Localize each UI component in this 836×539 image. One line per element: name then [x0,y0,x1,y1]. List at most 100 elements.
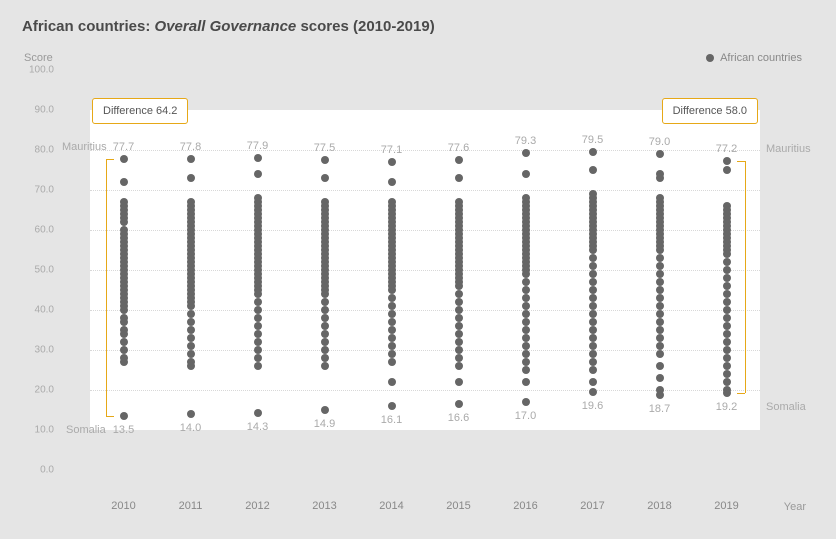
data-point [656,150,664,158]
data-point [656,302,664,310]
x-tick-label: 2018 [647,500,671,512]
data-point [321,322,329,330]
data-point [522,170,530,178]
top-value-label: 79.3 [515,135,536,147]
data-point [388,350,396,358]
bottom-value-label: 18.7 [649,403,670,415]
data-point [522,302,530,310]
data-point [522,350,530,358]
data-point [723,346,731,354]
data-point [723,157,731,165]
data-point [254,322,262,330]
data-point [254,338,262,346]
x-axis-label: Year [784,501,806,513]
x-tick-label: 2012 [245,500,269,512]
data-point [254,290,262,298]
data-point [321,338,329,346]
data-point [589,326,597,334]
data-point [656,342,664,350]
data-point [120,338,128,346]
data-point [455,298,463,306]
data-point [455,378,463,386]
data-point [321,354,329,362]
data-point [656,318,664,326]
top-value-label: 77.2 [716,143,737,155]
data-point [656,334,664,342]
data-point [589,278,597,286]
data-point [388,318,396,326]
chart-title: African countries: Overall Governance sc… [22,18,814,35]
data-point [723,274,731,282]
data-point [656,278,664,286]
data-point [321,406,329,414]
data-point [254,154,262,162]
data-point [321,156,329,164]
y-tick-label: 30.0 [26,345,54,356]
y-tick-label: 50.0 [26,265,54,276]
data-point [589,358,597,366]
data-point [455,330,463,338]
legend-text: African countries [720,52,802,64]
data-point [522,342,530,350]
data-point [522,149,530,157]
bottom-value-label: 16.6 [448,412,469,424]
data-point [187,410,195,418]
data-point [187,174,195,182]
legend: African countries [706,52,802,64]
data-point [321,174,329,182]
data-point [321,362,329,370]
data-point [589,246,597,254]
data-point [254,409,262,417]
bottom-country-right: Somalia [766,401,806,413]
data-point [656,174,664,182]
data-point [522,366,530,374]
top-value-label: 79.5 [582,134,603,146]
top-value-label: 77.8 [180,141,201,153]
data-point [187,302,195,310]
bottom-value-label: 19.2 [716,401,737,413]
data-point [656,270,664,278]
bottom-value-label: 16.1 [381,414,402,426]
title-prefix: African countries: [22,18,155,35]
bracket-left-tick [106,416,114,417]
data-point [254,346,262,354]
data-point [388,294,396,302]
data-point [589,388,597,396]
bracket-right-tick [737,393,745,394]
data-point [455,156,463,164]
data-point [656,310,664,318]
data-point [589,310,597,318]
x-tick-label: 2013 [312,500,336,512]
data-point [254,306,262,314]
data-point [455,174,463,182]
data-point [656,350,664,358]
data-point [723,250,731,258]
difference-badge-left: Difference 64.2 [92,98,188,124]
data-point [656,254,664,262]
x-tick-label: 2011 [179,500,203,512]
data-point [723,322,731,330]
bottom-value-label: 14.0 [180,422,201,434]
data-point [187,318,195,326]
bracket-left [106,159,107,416]
y-tick-label: 60.0 [26,225,54,236]
bottom-value-label: 13.5 [113,424,134,436]
data-point [589,302,597,310]
data-point [187,155,195,163]
title-suffix: scores (2010-2019) [296,18,434,35]
data-point [187,326,195,334]
top-value-label: 77.9 [247,140,268,152]
gridline [90,190,760,191]
data-point [120,330,128,338]
data-point [723,166,731,174]
data-point [254,314,262,322]
y-axis-label: Score [24,52,53,64]
x-tick-label: 2019 [714,500,738,512]
title-italic: Overall Governance [155,18,297,35]
data-point [589,254,597,262]
data-point [656,391,664,399]
bottom-value-label: 19.6 [582,400,603,412]
data-point [589,166,597,174]
data-point [455,346,463,354]
data-point [321,298,329,306]
